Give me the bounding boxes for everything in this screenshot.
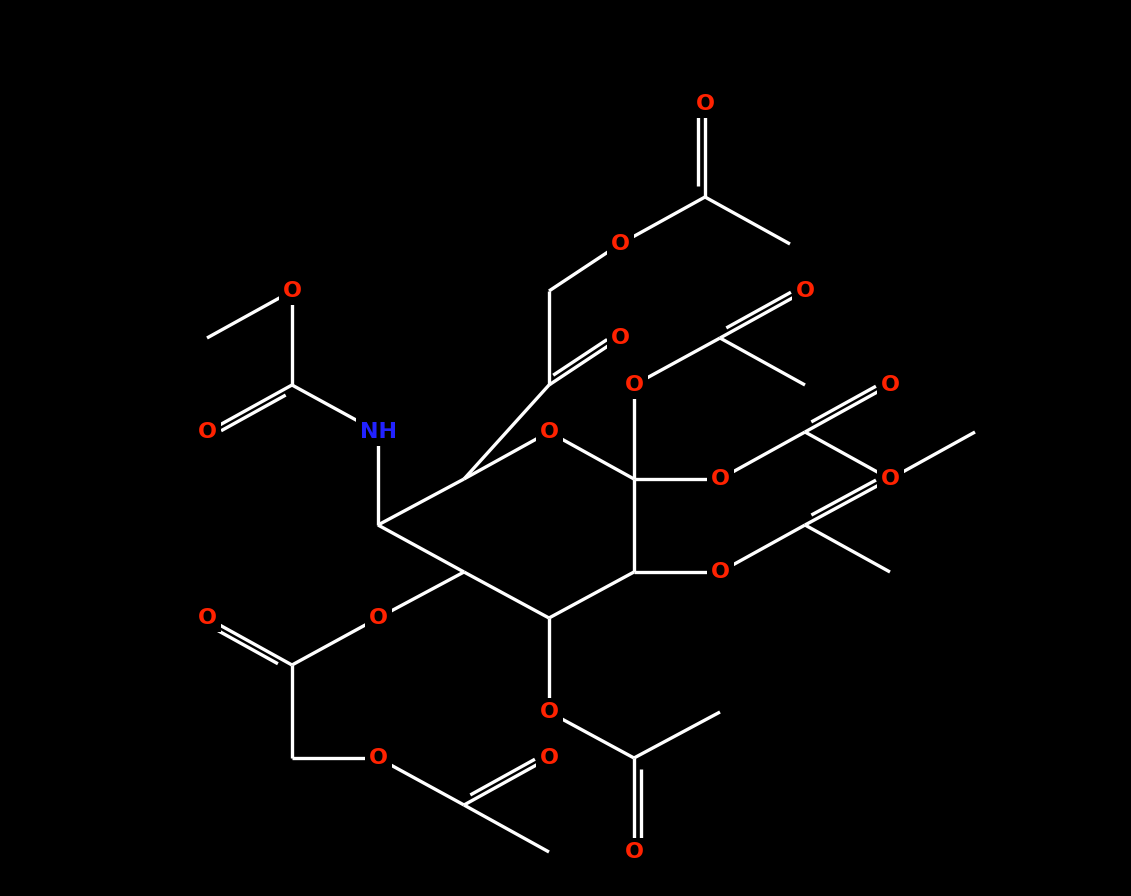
Text: O: O <box>881 469 899 489</box>
Text: O: O <box>881 469 899 489</box>
Text: O: O <box>710 469 729 489</box>
Text: O: O <box>539 702 559 722</box>
Text: O: O <box>696 94 715 114</box>
Text: O: O <box>369 608 388 628</box>
Text: O: O <box>881 375 899 395</box>
Text: O: O <box>624 842 644 862</box>
Text: O: O <box>611 328 630 348</box>
Text: O: O <box>539 422 559 442</box>
Text: O: O <box>283 281 302 301</box>
Text: O: O <box>198 608 216 628</box>
Text: NH: NH <box>360 422 397 442</box>
Text: O: O <box>198 422 216 442</box>
Text: O: O <box>539 748 559 768</box>
Text: O: O <box>624 375 644 395</box>
Text: O: O <box>795 281 814 301</box>
Text: O: O <box>369 748 388 768</box>
Text: O: O <box>710 562 729 582</box>
Text: O: O <box>611 234 630 254</box>
